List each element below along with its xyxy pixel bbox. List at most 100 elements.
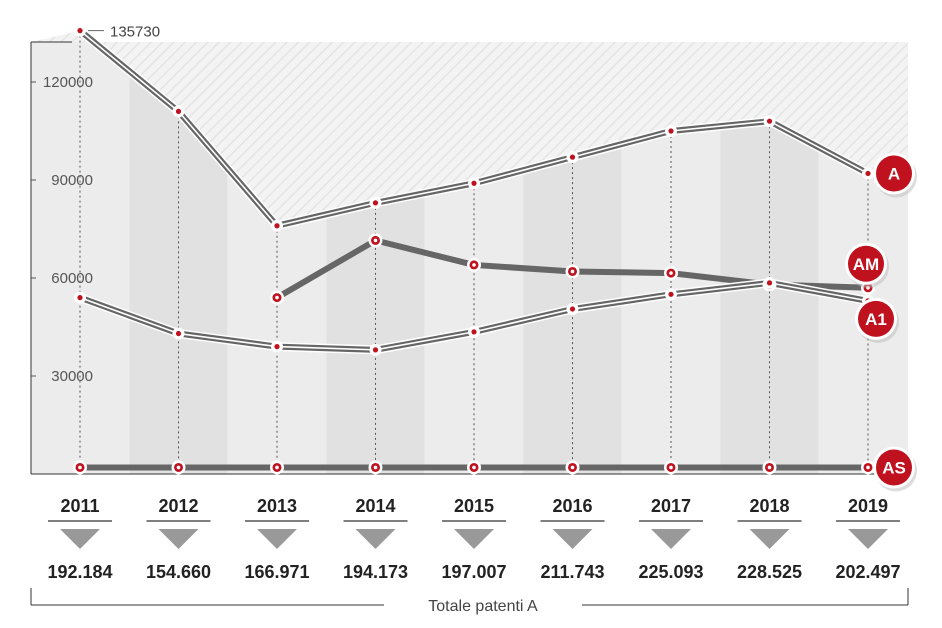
y-tick-30000: 30000 [51, 368, 93, 385]
point-a1-2016 [566, 303, 579, 316]
point-a-2018 [763, 115, 776, 128]
x-arrow-2017 [651, 529, 691, 549]
point-center [472, 465, 476, 470]
hatch-area [31, 30, 908, 226]
y-tick-120000: 120000 [43, 74, 93, 91]
badge-fill [858, 300, 894, 337]
point-center [866, 465, 870, 470]
series-badges: A AM A1 AS [845, 152, 917, 492]
total-2014: 194.173 [343, 562, 408, 582]
badge-a1: A1 [855, 297, 899, 343]
point-core [569, 154, 576, 160]
x-axis-labels: 2011 2012 2013 2014 2015 2016 2017 2018 2019 [48, 496, 900, 549]
point-core [77, 28, 83, 34]
point-as-2017 [664, 460, 678, 475]
point-as-2014 [368, 460, 383, 475]
point-core [766, 118, 773, 124]
x-label-2016: 2016 [552, 496, 592, 516]
point-as-2013 [270, 460, 284, 475]
point-center [472, 263, 476, 267]
point-as-2019 [861, 460, 875, 475]
total-2016: 211.743 [540, 562, 604, 582]
x-label-2012: 2012 [158, 496, 198, 516]
point-center [669, 465, 673, 470]
footer-bracket: Totale patenti A [30, 588, 909, 615]
point-center [176, 465, 181, 470]
badge-label-a1: A1 [865, 310, 887, 329]
y-tick-60000: 60000 [51, 270, 93, 287]
point-core [668, 291, 674, 297]
point-core [668, 128, 674, 134]
x-label-2013: 2013 [257, 496, 297, 516]
x-arrow-2012 [158, 529, 199, 549]
point-a-2012 [172, 105, 185, 118]
point-a1-2017 [665, 288, 677, 301]
x-label-2018: 2018 [749, 496, 789, 516]
point-as-2011 [73, 460, 87, 475]
point-as-2016 [565, 460, 580, 475]
totals-row: 192.184 154.660 166.971 194.173 197.007 211.7… [47, 562, 900, 582]
total-2017: 225.093 [638, 562, 703, 582]
point-core [175, 108, 182, 114]
x-arrow-2016 [552, 529, 593, 549]
point-as-2015 [467, 460, 481, 475]
peak-label: 135730 [110, 24, 160, 41]
point-as-2012 [171, 460, 186, 475]
point-core [766, 280, 773, 286]
point-center [373, 238, 378, 243]
total-2015: 197.007 [441, 562, 506, 582]
x-arrow-2014 [355, 529, 396, 549]
point-a1-2014 [369, 343, 382, 356]
point-am-2015 [467, 257, 481, 272]
point-as-2018 [762, 460, 777, 475]
point-am-2017 [664, 266, 678, 281]
point-center [669, 271, 673, 275]
badge-fill [848, 245, 884, 282]
point-a-2014 [369, 196, 382, 209]
x-label-2017: 2017 [651, 496, 691, 516]
x-arrow-2013 [257, 529, 297, 549]
point-a1-2013 [271, 340, 283, 353]
point-core [471, 180, 477, 186]
x-arrow-2018 [749, 529, 790, 549]
badge-fill [876, 155, 912, 192]
point-core [274, 344, 280, 350]
badge-as: AS [873, 446, 917, 492]
point-center [275, 465, 279, 470]
point-a1-2012 [172, 327, 185, 340]
point-a-2016 [566, 151, 579, 164]
point-core [471, 329, 477, 335]
point-core [372, 200, 379, 206]
point-center [275, 295, 279, 300]
x-label-2011: 2011 [60, 496, 99, 516]
point-core [274, 223, 280, 229]
footer-label: Totale patenti A [428, 598, 538, 615]
point-center [78, 465, 82, 470]
badge-label-as: AS [882, 458, 906, 477]
point-a1-2018 [763, 276, 776, 289]
total-2013: 166.971 [244, 562, 309, 582]
point-core [77, 295, 83, 301]
point-am-2016 [565, 264, 580, 279]
point-a-2011 [74, 24, 86, 37]
point-center [373, 465, 378, 470]
y-tick-90000: 90000 [51, 172, 93, 189]
x-arrow-2011 [60, 529, 100, 549]
point-am-2013 [270, 290, 284, 305]
badge-label-a: A [888, 164, 900, 183]
badge-fill [876, 449, 912, 486]
point-a-2013 [271, 219, 283, 232]
point-a-2015 [468, 177, 480, 190]
point-core [569, 306, 576, 312]
point-center [570, 269, 575, 274]
badge-label-am: AM [853, 255, 879, 274]
point-a1-2015 [468, 325, 480, 338]
total-2019: 202.497 [835, 562, 900, 582]
point-core [175, 330, 182, 337]
point-core [865, 170, 871, 177]
point-am-2014 [368, 233, 383, 248]
x-arrow-2015 [454, 529, 494, 549]
badge-a: A [873, 152, 917, 198]
point-a-2017 [665, 125, 677, 137]
